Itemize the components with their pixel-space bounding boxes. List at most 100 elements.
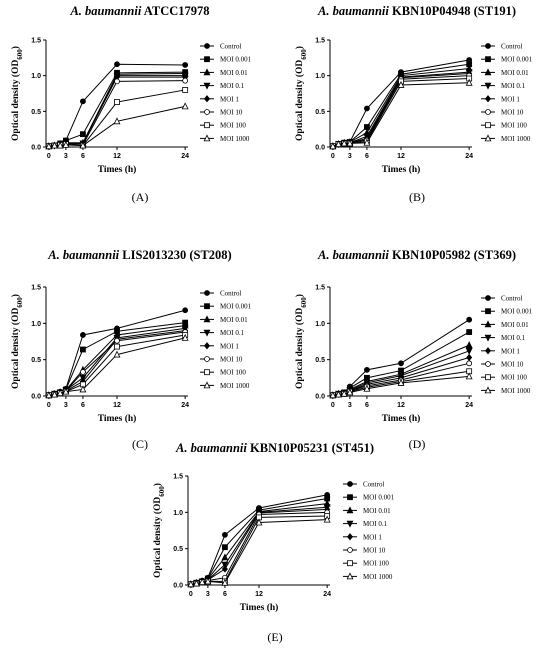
data-point xyxy=(114,343,120,350)
data-point xyxy=(182,87,189,93)
legend-marker-square-open xyxy=(204,369,210,376)
legend-marker-diamond-filled xyxy=(203,342,211,350)
legend-label: MOI 0.01 xyxy=(220,316,248,324)
legend-label: MOI 1 xyxy=(501,95,520,103)
legend-marker-diamond-filled xyxy=(346,533,354,541)
x-tick-label: 0 xyxy=(47,153,51,160)
data-point xyxy=(114,78,120,85)
legend-label: Control xyxy=(363,481,384,489)
data-point xyxy=(466,329,473,335)
data-point xyxy=(335,140,342,148)
legend-marker-square-open xyxy=(204,122,210,129)
legend-marker-square-filled xyxy=(204,56,210,63)
x-tick-label: 3 xyxy=(206,591,210,598)
panel-title-strain: KBN10P05982 (ST369) xyxy=(389,248,516,262)
legend-marker-triangle-up-open xyxy=(484,386,492,394)
x-axis-label: Times (h) xyxy=(98,413,137,424)
series-line xyxy=(48,80,186,147)
series-line xyxy=(332,82,470,147)
data-point xyxy=(113,117,121,125)
y-tick-label: 1.5 xyxy=(315,38,325,45)
legend-label: MOI 1000 xyxy=(220,382,250,390)
y-axis-label-text: Optical density (OD xyxy=(152,497,163,578)
data-point xyxy=(221,553,229,561)
panel-title-strain: KBN10P05231 (ST451) xyxy=(247,441,374,455)
y-axis-label-subscript: 600 xyxy=(158,486,166,497)
chart-panel-c: A. baumannii LIS2013230 (ST208) 0.0 0.5 1.0… xyxy=(10,248,252,451)
legend-label: Control xyxy=(220,43,241,51)
legend-marker-triangle-down-filled xyxy=(484,334,492,342)
y-axis-label-close: ) xyxy=(10,294,21,297)
y-tick-label: 0.0 xyxy=(173,583,183,590)
y-tick-label: 0.0 xyxy=(315,145,325,152)
legend-label: MOI 1 xyxy=(501,347,520,355)
data-point xyxy=(51,141,58,149)
data-point xyxy=(340,139,348,147)
y-axis-label: Optical density (OD600) xyxy=(294,294,308,389)
panel-label: (B) xyxy=(409,190,425,204)
legend-label: MOI 10 xyxy=(501,109,524,117)
legend-marker-diamond-filled xyxy=(484,347,492,355)
panel-title-species: A. baumannii xyxy=(317,4,389,18)
legend-marker-circle-open xyxy=(204,356,210,362)
y-tick-label: 1.5 xyxy=(315,285,325,292)
series-control xyxy=(187,491,331,588)
data-point xyxy=(466,316,473,323)
legend-label: MOI 1 xyxy=(220,95,239,103)
y-tick-label: 0.5 xyxy=(315,109,325,116)
series-moi-1000 xyxy=(45,333,189,399)
x-tick-label: 3 xyxy=(348,153,352,160)
legend-label: MOI 1000 xyxy=(363,573,393,581)
legend-marker-triangle-up-filled xyxy=(346,506,354,514)
legend-marker-circle-filled xyxy=(204,290,210,296)
legend-label: MOI 100 xyxy=(501,122,527,130)
legend-marker-square-filled xyxy=(204,303,210,310)
x-tick-label: 24 xyxy=(181,402,189,409)
data-point xyxy=(466,353,473,362)
legend-marker-triangle-down-filled xyxy=(203,82,211,90)
data-point xyxy=(182,62,189,68)
data-point xyxy=(80,98,86,105)
legend-label: MOI 100 xyxy=(501,374,527,382)
y-tick-label: 0.0 xyxy=(31,145,41,152)
panel-title: A. baumannii LIS2013230 (ST208) xyxy=(47,248,231,262)
chart-panel-a: A. baumannii ATCC17978 0.0 0.5 1.0 1.5 0 3 6 12 2… xyxy=(10,4,252,204)
data-point xyxy=(62,140,70,148)
legend: Control MOI 0.001 MOI 0.01 MOI 0.1 MOI 1 MOI … xyxy=(200,43,252,143)
legend-label: Control xyxy=(501,295,522,303)
data-point xyxy=(113,350,121,358)
x-tick-label: 3 xyxy=(64,153,68,160)
legend-label: MOI 0.001 xyxy=(501,308,533,316)
legend-label: MOI 10 xyxy=(220,109,243,117)
legend-label: Control xyxy=(220,290,241,298)
legend-label: MOI 0.1 xyxy=(363,520,388,528)
panel-title-strain: KBN10P04948 (ST191) xyxy=(389,4,516,18)
y-axis-label-subscript: 600 xyxy=(16,49,24,60)
y-axis-label-text: Optical density (OD xyxy=(294,308,305,389)
data-point xyxy=(80,131,86,138)
legend-marker-circle-open xyxy=(485,109,491,115)
legend-label: MOI 1 xyxy=(363,533,382,541)
y-axis-label: Optical density (OD600) xyxy=(10,294,24,389)
x-tick-label: 3 xyxy=(348,402,352,409)
legend-label: MOI 0.01 xyxy=(501,321,529,329)
data-point xyxy=(329,391,337,399)
legend-label: MOI 10 xyxy=(501,361,524,369)
y-tick-label: 0.5 xyxy=(31,357,41,364)
legend-marker-square-filled xyxy=(485,56,491,63)
x-axis-label: Times (h) xyxy=(98,164,137,175)
panel-title: A. baumannii KBN10P04948 (ST191) xyxy=(317,4,516,18)
panel-title-species: A. baumannii xyxy=(175,441,247,455)
legend-marker-square-filled xyxy=(485,308,491,315)
legend-marker-circle-open xyxy=(204,109,210,115)
x-tick-label: 0 xyxy=(331,153,335,160)
series-line xyxy=(48,105,186,147)
data-point xyxy=(187,580,195,588)
chart-panel-e: A. baumannii KBN10P05231 (ST451) 0.0 0.5 1.… xyxy=(152,441,395,644)
legend: Control MOI 0.001 MOI 0.01 MOI 0.1 MOI 1 MOI … xyxy=(200,290,252,390)
data-point xyxy=(193,579,200,587)
data-point xyxy=(56,141,64,149)
x-tick-label: 24 xyxy=(465,153,473,160)
data-point xyxy=(221,561,229,569)
legend-marker-diamond-filled xyxy=(203,95,211,103)
